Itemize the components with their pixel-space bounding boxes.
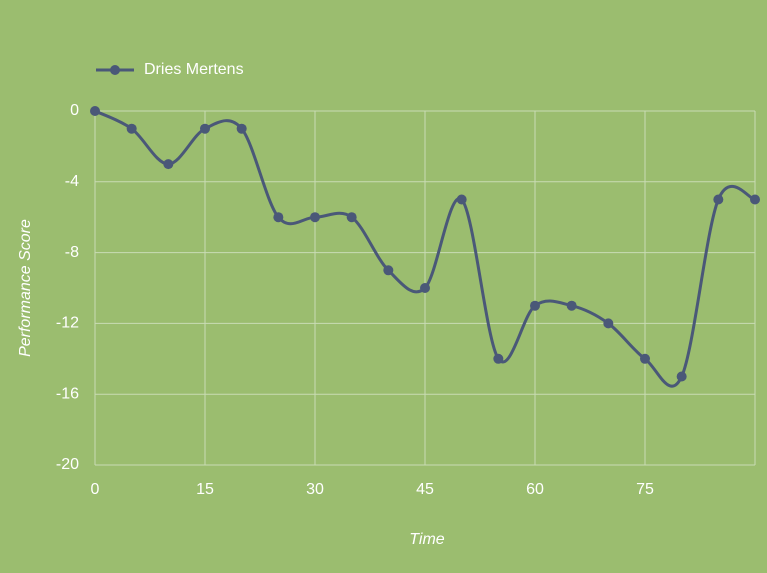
data-point	[603, 318, 614, 329]
data-point	[566, 300, 577, 311]
x-tick-label: 0	[91, 481, 100, 498]
x-tick-label: 15	[196, 481, 214, 498]
data-point	[163, 159, 174, 170]
data-point	[200, 123, 210, 134]
y-tick-label: -12	[56, 315, 79, 332]
x-tick-label: 30	[306, 481, 324, 498]
data-point	[676, 371, 687, 382]
data-point	[126, 123, 137, 134]
series-line	[94, 109, 756, 388]
data-point	[236, 123, 247, 134]
data-point	[383, 265, 394, 276]
data-point	[420, 283, 430, 293]
legend-marker	[110, 65, 120, 75]
x-tick-label: 60	[526, 481, 544, 498]
y-tick-label: -16	[56, 385, 79, 402]
x-tick-label: 75	[636, 481, 654, 498]
data-point	[346, 212, 357, 223]
data-point	[273, 212, 284, 223]
x-axis-label: Time	[409, 531, 445, 548]
y-axis-label: Performance Score	[17, 219, 34, 357]
data-point	[750, 194, 760, 205]
data-point	[713, 194, 724, 205]
data-point	[493, 353, 504, 364]
data-point	[640, 353, 650, 364]
data-point	[530, 300, 540, 311]
data-point	[310, 212, 320, 223]
y-tick-label: -8	[65, 244, 79, 261]
data-point	[90, 106, 100, 116]
y-tick-label: 0	[70, 102, 79, 119]
y-tick-label: -4	[65, 173, 79, 190]
legend-label: Dries Mertens	[144, 61, 244, 78]
x-tick-label: 45	[416, 481, 434, 498]
data-point	[456, 194, 467, 205]
y-tick-label: -20	[56, 456, 79, 473]
